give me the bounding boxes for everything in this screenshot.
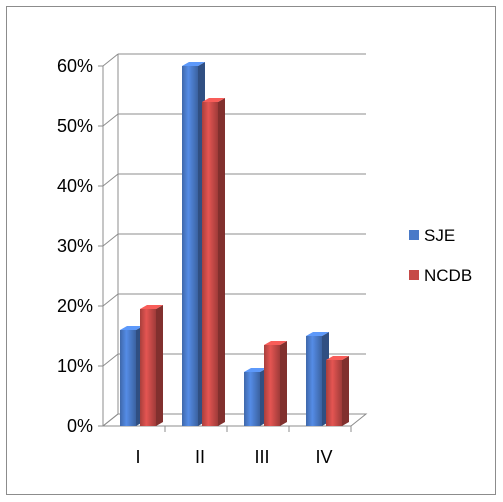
legend-swatch [409, 230, 419, 240]
bar-sje-II [182, 62, 205, 426]
bar-sje-I [120, 326, 143, 426]
y-tick-label: 40% [57, 176, 93, 196]
gridline-side [102, 113, 119, 127]
bars [120, 62, 349, 426]
gridline-side [102, 53, 119, 67]
gridline-side [102, 233, 119, 247]
y-tick-label: 10% [57, 356, 93, 376]
bar-ncdb-III [264, 341, 287, 426]
x-tick-labels: I II III IV [135, 447, 332, 467]
bar-ncdb-I [140, 305, 163, 426]
gridline-side [102, 293, 119, 307]
y-tick-label: 0% [67, 416, 93, 436]
bar-sje-III [244, 368, 267, 426]
gridline-side [102, 173, 119, 187]
x-tick-label: II [195, 447, 205, 467]
gridline-side [102, 353, 119, 367]
bar-ncdb-IV [326, 356, 349, 426]
x-tick-label: III [254, 447, 269, 467]
legend-label: NCDB [424, 266, 472, 285]
y-tick-labels: 0% 10% 20% 30% 40% 50% 60% [57, 56, 93, 436]
y-tick-label: 20% [57, 296, 93, 316]
legend-item-sje: SJE [409, 226, 455, 245]
bar-ncdb-II [202, 98, 225, 426]
legend-swatch [409, 270, 419, 280]
y-tick-label: 60% [57, 56, 93, 76]
x-tick-label: I [135, 447, 140, 467]
bar-sje-IV [306, 332, 329, 426]
legend-label: SJE [424, 226, 455, 245]
x-tick-label: IV [315, 447, 332, 467]
y-tick-label: 30% [57, 236, 93, 256]
legend: SJE NCDB [409, 226, 472, 285]
y-tick-label: 50% [57, 116, 93, 136]
legend-item-ncdb: NCDB [409, 266, 472, 285]
